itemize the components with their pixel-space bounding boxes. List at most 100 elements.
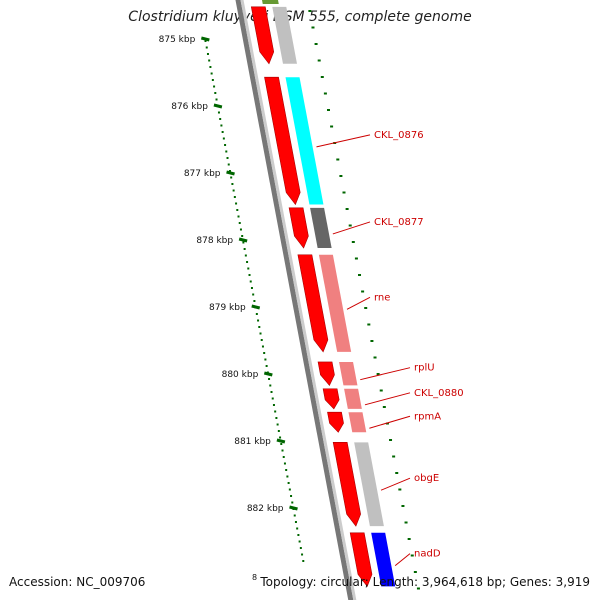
outer-track-dot: [317, 59, 321, 62]
scale-dot: [205, 46, 208, 49]
leader-line: [394, 553, 411, 566]
cog-band-nadd: [371, 532, 396, 587]
scale-dot: [298, 540, 301, 543]
scale-dot: [265, 365, 268, 367]
gene-arrow-ckl_0876: [264, 76, 301, 206]
outer-track-dot: [401, 505, 405, 507]
scale-dot: [280, 443, 283, 445]
scale-dot: [211, 79, 214, 81]
scale-dot: [270, 391, 273, 393]
scale-dot: [271, 397, 274, 400]
outer-track-dot: [385, 422, 389, 425]
scale-dot: [264, 358, 267, 361]
kbp-label: 876 kbp: [171, 102, 208, 112]
scale-dot: [285, 469, 288, 471]
gene-features: [250, 0, 396, 588]
cog-band-ckl_0880: [344, 388, 362, 409]
scale-dot: [279, 436, 282, 439]
scale-dot: [263, 352, 266, 354]
outer-track-dot: [354, 257, 358, 260]
scale-dot: [277, 430, 280, 432]
gene-arrow-ckl_0877: [288, 207, 309, 249]
scale-dot: [208, 59, 211, 62]
scale-dot: [232, 189, 235, 192]
kbp-tick: [289, 505, 298, 511]
gene-arrow-nadd: [349, 532, 373, 588]
outer-track-dot: [339, 175, 343, 177]
scale-dot: [287, 482, 290, 484]
track-rings: [235, 0, 357, 600]
outer-track-dot: [314, 43, 318, 45]
scale-dot: [226, 157, 229, 159]
outer-track-dot: [336, 158, 340, 161]
cog-olive-segment: [262, 0, 279, 4]
gene-arrow-obge: [332, 442, 361, 527]
leader-line: [316, 134, 371, 148]
cog-band-rplu: [339, 361, 358, 386]
map-title: Clostridium kluyveri DSM 555, complete g…: [128, 9, 472, 25]
scale-dot: [257, 319, 260, 322]
scale-dot: [243, 248, 246, 250]
scale-dot: [250, 287, 253, 289]
scale-dot: [221, 131, 224, 133]
leader-line: [364, 392, 411, 406]
topology-label: Topology: circular; Length: 3,964,618 bp…: [260, 575, 590, 589]
scale-dot: [275, 417, 278, 419]
kbp-tick: [238, 237, 248, 243]
scale-dot: [215, 98, 218, 101]
kbp-label: 881 kbp: [234, 437, 271, 447]
scale-dot: [258, 326, 261, 328]
gene-label: rpmA: [414, 411, 441, 422]
cog-band-ckl_0876: [285, 77, 324, 205]
outer-track-dot: [392, 455, 396, 458]
outer-track-dot: [326, 109, 330, 111]
gene-arrow-gene-0: [250, 6, 275, 65]
kbp-tick: [251, 304, 261, 310]
backbone-inner-line: [240, 0, 357, 600]
gene-arrow-rpma: [327, 411, 344, 433]
scale-dot: [272, 404, 275, 406]
scale-dot: [301, 553, 304, 556]
scale-dot: [302, 560, 305, 562]
scale-dot: [238, 222, 241, 224]
outer-track-dot: [361, 290, 365, 293]
kbp-tick: [263, 371, 273, 377]
gene-arrow-ckl_0880: [322, 388, 340, 410]
kbp-label: 882 kbp: [247, 504, 284, 514]
scale-dot: [269, 384, 272, 387]
scale-dot: [259, 332, 262, 335]
scale-dot: [297, 534, 300, 536]
scale-dot: [209, 66, 212, 68]
outer-track-dot: [370, 340, 374, 342]
scale-dot: [222, 137, 225, 140]
scale-dot: [288, 488, 291, 491]
scale-dot: [296, 527, 299, 530]
scale-dot: [224, 144, 227, 146]
scale-dot: [213, 85, 216, 88]
outer-track-dot: [364, 307, 368, 309]
scale-dot: [237, 215, 240, 218]
cog-band-obge: [354, 442, 384, 527]
gene-label: CKL_0877: [374, 217, 424, 228]
scale-dot: [260, 339, 263, 341]
outer-track-dot: [308, 10, 312, 12]
kbp-tick: [213, 103, 223, 109]
gene-label: obgE: [414, 473, 439, 484]
scale-dot: [242, 241, 245, 244]
scale-dot: [235, 202, 238, 205]
leader-line: [332, 221, 371, 235]
outer-track-dot: [320, 76, 324, 78]
outer-track-dot: [398, 488, 402, 491]
scale-dot: [249, 280, 252, 283]
outer-track-dot: [345, 208, 349, 210]
gene-label: CKL_0880: [414, 388, 464, 399]
cut-tick-label: 8: [252, 573, 258, 582]
kbp-tick: [276, 438, 286, 444]
outer-track-dot: [311, 26, 315, 29]
kbp-label: 878 kbp: [196, 236, 233, 246]
gene-label: CKL_0876: [374, 130, 424, 141]
outer-track-dot: [395, 472, 399, 474]
leader-line: [360, 367, 411, 381]
scale-dot: [241, 235, 244, 237]
gene-arrow-rplu: [317, 361, 335, 386]
